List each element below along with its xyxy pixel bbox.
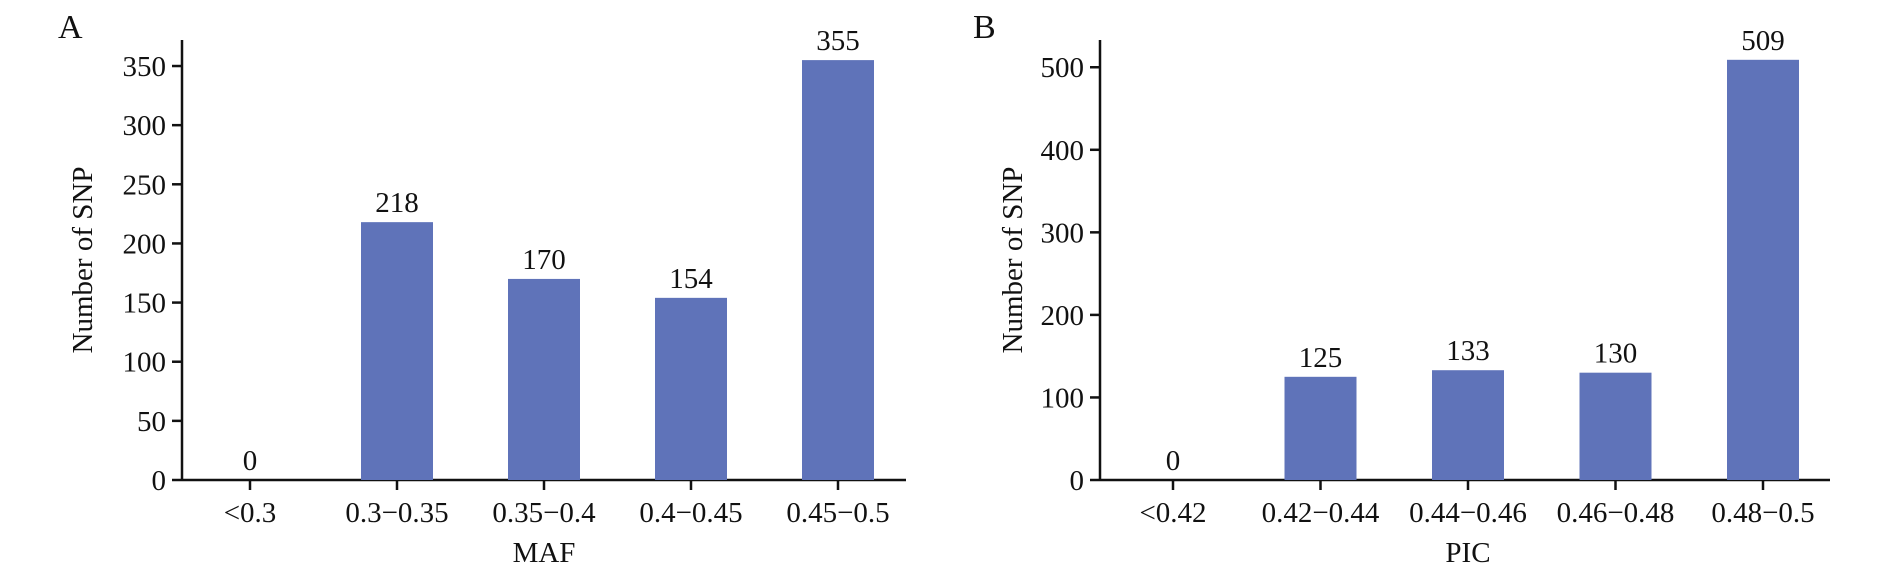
- bar: [1284, 376, 1357, 480]
- bar: [361, 222, 433, 480]
- x-tick-label: 0.46−0.48: [1557, 497, 1675, 529]
- y-axis-title: Number of SNP: [997, 167, 1029, 354]
- x-tick-label: 0.42−0.44: [1262, 497, 1380, 529]
- bar-value-label: 509: [1741, 25, 1785, 57]
- panel-letter: B: [973, 9, 996, 46]
- x-tick-label: 0.45−0.5: [786, 497, 889, 529]
- y-tick-label: 500: [1041, 52, 1085, 84]
- y-tick-label: 400: [1041, 135, 1085, 167]
- bar-value-label: 0: [243, 445, 258, 477]
- bar-value-label: 154: [669, 263, 713, 295]
- y-tick-label: 0: [1070, 465, 1085, 497]
- bar-value-label: 125: [1299, 342, 1343, 374]
- bar-value-label: 130: [1594, 338, 1638, 370]
- y-tick-label: 50: [137, 406, 166, 438]
- x-axis-title: MAF: [513, 537, 576, 567]
- bar: [1579, 372, 1652, 480]
- bar: [508, 278, 580, 480]
- bar-value-label: 218: [375, 187, 419, 219]
- y-tick-label: 200: [1041, 300, 1085, 332]
- chart-panel-b: B 0 100 200 300 400 500 <0.42 0 0.42−0.44 125 0.44−…: [973, 9, 1830, 567]
- x-tick-label: 0.44−0.46: [1409, 497, 1527, 529]
- x-tick-label: 0.35−0.4: [492, 497, 596, 529]
- bar: [655, 297, 727, 480]
- bar-value-label: 355: [816, 25, 860, 57]
- bar-value-label: 170: [522, 244, 566, 276]
- bar-value-label: 0: [1166, 445, 1181, 477]
- y-tick-label: 100: [1041, 382, 1085, 414]
- panel-letter: A: [58, 9, 83, 46]
- y-tick-label: 0: [152, 465, 167, 497]
- bar: [802, 60, 874, 480]
- y-tick-label: 300: [123, 110, 167, 142]
- y-tick-label: 250: [123, 169, 167, 201]
- y-tick-label: 150: [123, 288, 167, 320]
- x-tick-label: 0.48−0.5: [1711, 497, 1814, 529]
- y-axis-title: Number of SNP: [67, 167, 99, 354]
- y-tick-label: 350: [123, 51, 167, 83]
- x-tick-label: 0.4−0.45: [639, 497, 742, 529]
- y-tick-label: 200: [123, 228, 167, 260]
- y-tick-label: 100: [123, 347, 167, 379]
- bar-value-label: 133: [1446, 335, 1490, 367]
- x-tick-label: 0.3−0.35: [345, 497, 448, 529]
- x-tick-label: <0.3: [224, 497, 277, 529]
- y-tick-label: 300: [1041, 217, 1085, 249]
- x-axis-title: PIC: [1445, 537, 1490, 567]
- x-tick-label: <0.42: [1139, 497, 1206, 529]
- bar: [1727, 59, 1799, 481]
- chart-panel-a: A 0 50 100 150 200 250 300 350 <0.3 0 0.3−0.35 218 0.…: [58, 9, 906, 567]
- bar: [1432, 370, 1504, 480]
